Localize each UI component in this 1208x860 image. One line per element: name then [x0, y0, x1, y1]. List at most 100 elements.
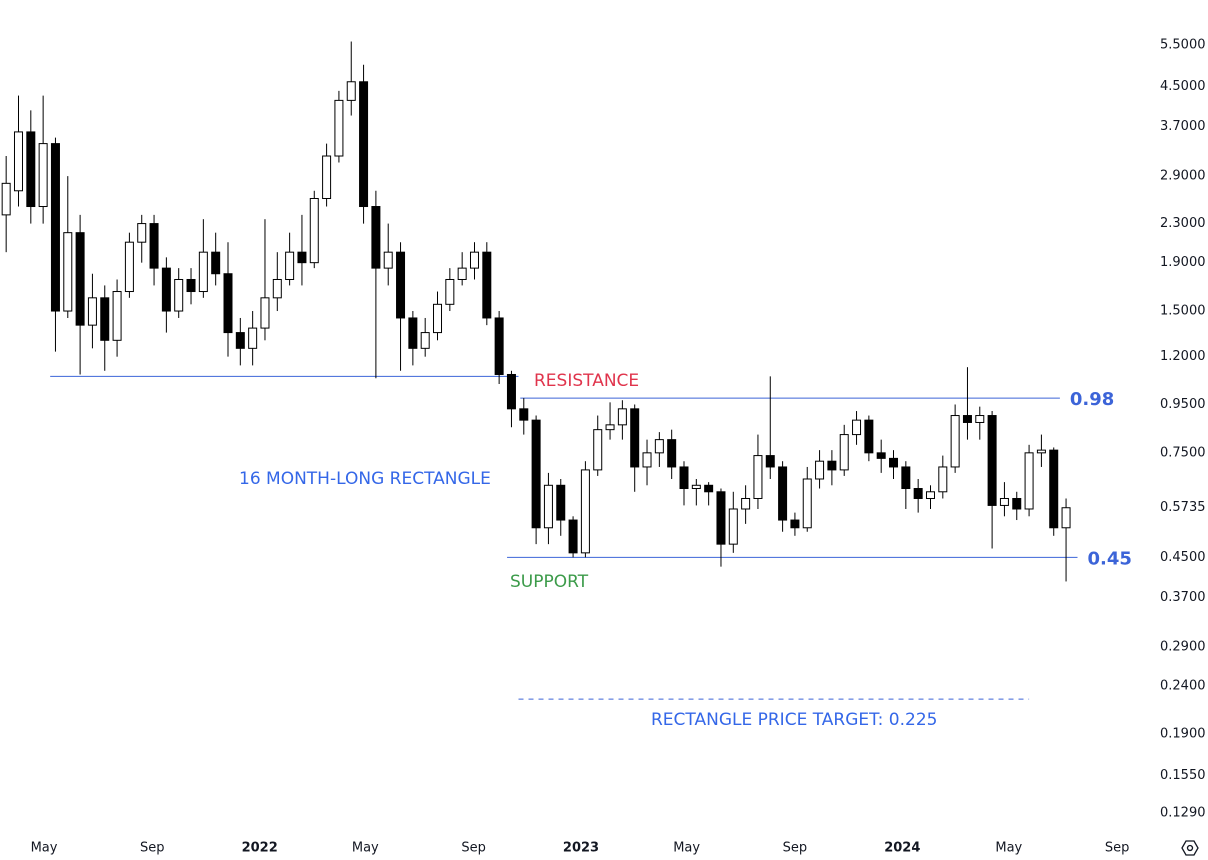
- y-tick-label: 1.9000: [1160, 255, 1206, 270]
- candle-body: [112, 291, 122, 341]
- candle-body: [876, 452, 886, 459]
- candle-body: [999, 497, 1009, 506]
- candle-body: [334, 99, 344, 157]
- candle-body: [445, 278, 455, 305]
- candle-body: [457, 267, 467, 280]
- x-tick-label: Sep: [461, 841, 486, 856]
- candle-body: [679, 466, 689, 490]
- candle-body: [889, 457, 899, 468]
- annotation: RESISTANCE: [534, 371, 639, 391]
- candle-body: [469, 251, 479, 269]
- y-tick-label: 0.1900: [1160, 726, 1206, 741]
- candle-body: [654, 439, 664, 454]
- candle-body: [383, 251, 393, 269]
- candle-body: [691, 484, 701, 490]
- candle-body: [580, 469, 590, 554]
- candle-body: [482, 251, 492, 319]
- candle-body: [852, 419, 862, 436]
- candle-body: [235, 332, 245, 349]
- candle-body: [322, 155, 332, 199]
- candle-body: [433, 303, 443, 334]
- x-tick-label: 2022: [242, 841, 278, 856]
- x-tick-label: Sep: [1105, 841, 1130, 856]
- candle-body: [285, 251, 295, 280]
- y-tick-label: 0.2900: [1160, 640, 1206, 655]
- candle-body: [211, 251, 221, 275]
- candle-body: [149, 223, 159, 269]
- candle-body: [359, 81, 369, 208]
- candle-body: [1036, 449, 1046, 454]
- candle-body: [260, 297, 270, 329]
- annotation: 16 MONTH-LONG RECTANGLE: [239, 469, 491, 489]
- candle-body: [1, 182, 11, 216]
- candle-body: [802, 478, 812, 529]
- candle-body: [765, 455, 775, 468]
- candle-body: [531, 419, 541, 529]
- candle-body: [223, 273, 233, 334]
- y-tick-label: 3.7000: [1160, 119, 1206, 134]
- candle-body: [26, 131, 36, 208]
- candle-body: [1012, 497, 1022, 510]
- candle-body: [617, 408, 627, 426]
- annotation: SUPPORT: [510, 572, 589, 592]
- candle-body: [1049, 449, 1059, 529]
- candle-body: [728, 508, 738, 545]
- candle-body: [161, 267, 171, 312]
- candle-body: [913, 488, 923, 499]
- candle-body: [630, 408, 640, 468]
- candle-body: [950, 415, 960, 468]
- x-tick-label: May: [31, 841, 58, 856]
- candle-body: [741, 497, 751, 510]
- candle-body: [63, 232, 73, 312]
- y-tick-label: 0.5735: [1160, 500, 1206, 515]
- candle-body: [248, 327, 258, 349]
- candle-body: [556, 484, 566, 521]
- y-tick-label: 4.5000: [1160, 79, 1206, 94]
- candle-body: [642, 452, 652, 468]
- candle-body: [198, 251, 208, 293]
- x-tick-label: Sep: [783, 841, 808, 856]
- candle-body: [124, 241, 134, 293]
- candle-body: [778, 466, 788, 521]
- candle-body: [346, 81, 356, 101]
- x-tick-label: May: [995, 841, 1022, 856]
- candle-body: [137, 223, 147, 243]
- candle-body: [186, 278, 196, 293]
- candle-body: [987, 415, 997, 506]
- y-tick-label: 2.9000: [1160, 169, 1206, 184]
- candle-body: [1061, 507, 1071, 529]
- candle-body: [519, 408, 529, 421]
- candle-body: [704, 484, 714, 493]
- candle-body: [494, 317, 504, 375]
- y-tick-label: 0.9500: [1160, 397, 1206, 412]
- candle-body: [593, 429, 603, 471]
- y-tick-label: 2.3000: [1160, 216, 1206, 231]
- candle-body: [543, 484, 553, 529]
- y-tick-label: 5.5000: [1160, 38, 1206, 53]
- settings-icon[interactable]: [1181, 840, 1199, 856]
- candle-body: [962, 415, 972, 423]
- candle-body: [408, 317, 418, 349]
- candle-body: [309, 197, 319, 264]
- candle-body: [925, 491, 935, 499]
- candle-body: [174, 278, 184, 312]
- candle-body: [272, 278, 282, 299]
- x-tick-label: Sep: [140, 841, 165, 856]
- candle-body: [753, 455, 763, 499]
- candle-body: [790, 519, 800, 529]
- candle-body: [716, 491, 726, 545]
- x-tick-label: May: [673, 841, 700, 856]
- candle-body: [50, 143, 60, 312]
- candle-body: [667, 439, 677, 468]
- y-tick-label: 0.3700: [1160, 590, 1206, 605]
- y-tick-label: 0.4500: [1160, 550, 1206, 565]
- level-label: 0.45: [1087, 548, 1131, 569]
- candle-body: [420, 332, 430, 349]
- candle-body: [87, 297, 97, 326]
- candle-body: [568, 519, 578, 554]
- y-tick-label: 0.2400: [1160, 678, 1206, 693]
- x-tick-label: 2024: [884, 841, 920, 856]
- candle-body: [938, 466, 948, 493]
- annotation: RECTANGLE PRICE TARGET: 0.225: [651, 710, 937, 730]
